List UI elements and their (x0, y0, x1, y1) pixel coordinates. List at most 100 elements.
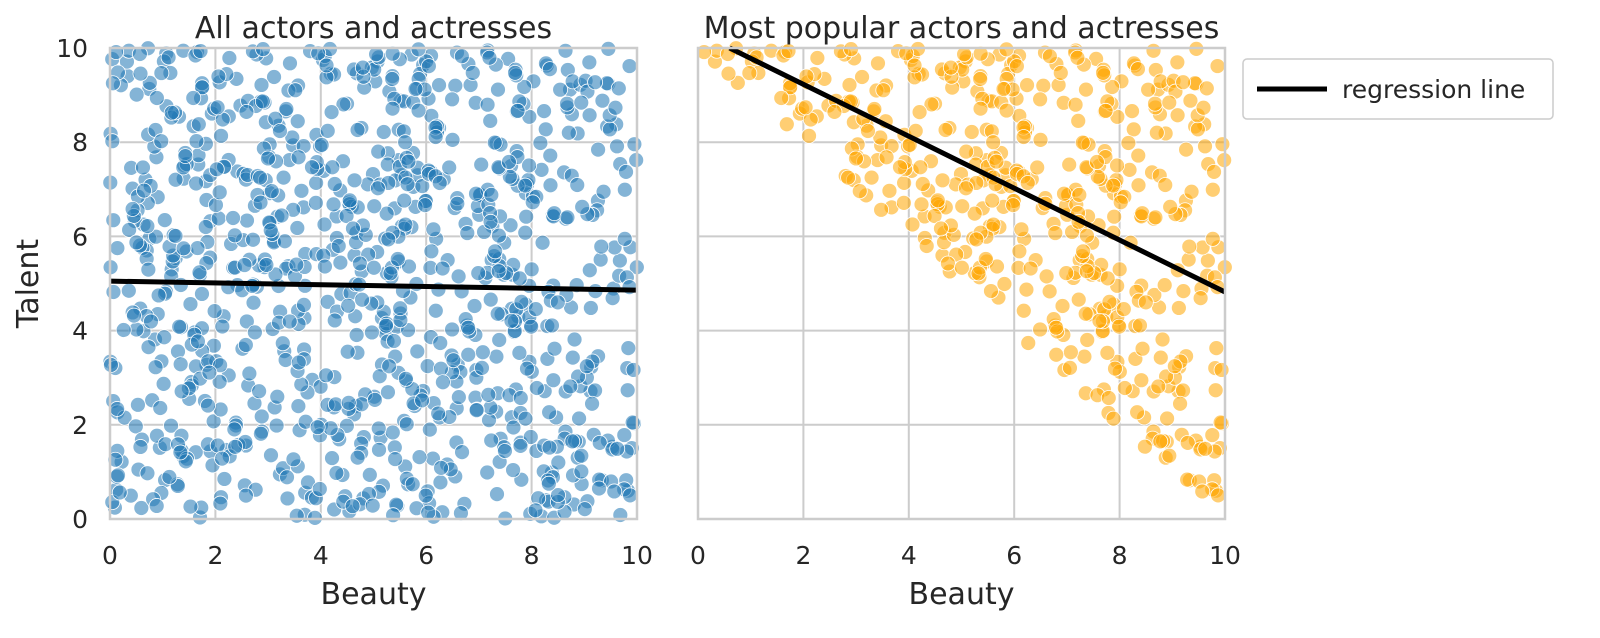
data-point (130, 396, 146, 413)
data-point (349, 449, 366, 466)
data-point (581, 54, 598, 71)
data-point (497, 443, 513, 459)
data-point (274, 335, 291, 352)
data-point (482, 113, 499, 129)
data-point (155, 375, 172, 392)
y-tick-label: 0 (72, 505, 88, 534)
data-point (1013, 221, 1030, 238)
data-point (313, 137, 330, 153)
data-point (281, 313, 298, 330)
data-point (490, 81, 506, 98)
data-point (293, 182, 310, 199)
data-point (150, 287, 167, 304)
data-point (378, 317, 394, 334)
data-point (571, 410, 587, 427)
data-point (576, 501, 593, 518)
data-point (131, 46, 148, 62)
data-point (977, 251, 994, 267)
data-point (518, 208, 535, 225)
data-point (430, 405, 447, 422)
data-point (1112, 194, 1129, 211)
data-point (778, 116, 795, 133)
data-point (421, 421, 438, 438)
data-point (912, 159, 929, 176)
data-point (370, 420, 387, 437)
data-point (109, 401, 126, 417)
data-point (211, 373, 228, 390)
data-point (1124, 103, 1140, 119)
data-point (534, 234, 551, 251)
data-point (253, 77, 270, 93)
data-point (466, 298, 483, 314)
data-point (143, 313, 159, 330)
data-point (206, 303, 223, 320)
data-point (1047, 225, 1064, 241)
data-point (1070, 113, 1087, 129)
data-point (258, 257, 275, 273)
data-point (522, 429, 539, 445)
data-point (1181, 238, 1198, 255)
data-point (317, 258, 333, 275)
data-point (277, 233, 293, 250)
data-point (985, 216, 1002, 233)
data-point (433, 460, 449, 476)
data-point (609, 138, 625, 155)
data-point (616, 427, 633, 443)
data-point (311, 481, 328, 497)
data-point (1089, 154, 1105, 170)
data-point (537, 121, 554, 138)
data-point (309, 419, 326, 436)
data-point (578, 358, 595, 375)
data-point (324, 450, 340, 466)
data-point (801, 127, 817, 144)
regression-line (728, 45, 1227, 295)
data-point (516, 79, 533, 95)
x-tick-label: 10 (1209, 541, 1241, 570)
data-point (200, 397, 216, 414)
data-point (958, 143, 975, 160)
data-point (227, 438, 244, 455)
data-point (985, 134, 1002, 151)
data-point (278, 101, 295, 117)
data-point (354, 59, 371, 76)
data-point (453, 505, 469, 522)
data-point (263, 183, 280, 200)
data-point (1134, 205, 1151, 222)
data-point (1018, 281, 1035, 298)
data-point (420, 58, 437, 75)
panel-popular-x-ticks: 0 2 4 6 8 10 (690, 541, 1241, 570)
data-point (1071, 186, 1088, 203)
data-point (332, 254, 349, 271)
data-point (238, 313, 255, 330)
data-point (284, 129, 301, 146)
data-point (523, 261, 540, 278)
data-point (1056, 185, 1072, 202)
data-point (923, 96, 940, 113)
data-point (892, 159, 908, 176)
data-point (427, 302, 444, 319)
data-point (898, 45, 915, 62)
data-point (1161, 94, 1178, 111)
x-tick-label: 8 (1112, 541, 1128, 570)
data-point (148, 498, 165, 514)
data-point (911, 104, 928, 121)
data-point (487, 243, 503, 260)
data-point (396, 192, 413, 209)
data-point (926, 208, 943, 224)
data-point (282, 55, 298, 72)
data-point (364, 324, 380, 341)
data-point (324, 159, 341, 176)
x-tick-label: 2 (207, 541, 223, 570)
data-point (1189, 121, 1206, 138)
data-point (587, 382, 603, 399)
data-point (239, 212, 255, 229)
data-point (364, 497, 381, 514)
data-point (1019, 175, 1036, 191)
data-point (251, 383, 268, 400)
data-point (542, 177, 559, 194)
data-point (512, 390, 529, 406)
data-point (873, 201, 890, 218)
data-point (970, 265, 987, 282)
data-point (958, 180, 974, 197)
data-point (972, 71, 989, 87)
